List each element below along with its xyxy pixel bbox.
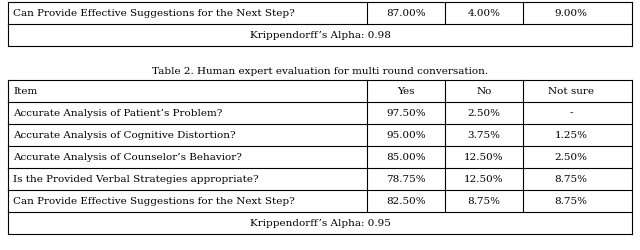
Text: -: - [570,108,573,118]
Text: Table 2. Human expert evaluation for multi round conversation.: Table 2. Human expert evaluation for mul… [152,68,488,76]
Text: 8.75%: 8.75% [467,196,500,205]
Text: Is the Provided Verbal Strategies appropriate?: Is the Provided Verbal Strategies approp… [13,174,259,184]
Text: Krippendorff’s Alpha: 0.98: Krippendorff’s Alpha: 0.98 [250,30,390,40]
Text: 9.00%: 9.00% [555,8,588,18]
Text: 2.50%: 2.50% [555,152,588,162]
Text: 97.50%: 97.50% [386,108,426,118]
Text: No: No [476,86,492,96]
Text: 4.00%: 4.00% [467,8,500,18]
Text: Item: Item [13,86,37,96]
Text: 1.25%: 1.25% [555,130,588,140]
Text: 12.50%: 12.50% [464,174,504,184]
Text: 8.75%: 8.75% [555,196,588,205]
Text: 12.50%: 12.50% [464,152,504,162]
Text: 85.00%: 85.00% [386,152,426,162]
Text: Accurate Analysis of Counselor’s Behavior?: Accurate Analysis of Counselor’s Behavio… [13,152,242,162]
Text: 87.00%: 87.00% [386,8,426,18]
Text: 78.75%: 78.75% [386,174,426,184]
Text: Can Provide Effective Suggestions for the Next Step?: Can Provide Effective Suggestions for th… [13,196,295,205]
Text: 82.50%: 82.50% [386,196,426,205]
Text: Krippendorff’s Alpha: 0.95: Krippendorff’s Alpha: 0.95 [250,218,390,228]
Text: Accurate Analysis of Cognitive Distortion?: Accurate Analysis of Cognitive Distortio… [13,130,236,140]
Text: Yes: Yes [397,86,415,96]
Text: 8.75%: 8.75% [555,174,588,184]
Text: Accurate Analysis of Patient’s Problem?: Accurate Analysis of Patient’s Problem? [13,108,222,118]
Text: Can Provide Effective Suggestions for the Next Step?: Can Provide Effective Suggestions for th… [13,8,295,18]
Text: Not sure: Not sure [548,86,594,96]
Text: 2.50%: 2.50% [467,108,500,118]
Text: 95.00%: 95.00% [386,130,426,140]
Text: 3.75%: 3.75% [467,130,500,140]
